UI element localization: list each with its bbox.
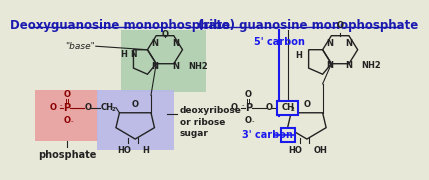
Text: O: O (337, 21, 344, 30)
Text: NH2: NH2 (361, 61, 381, 70)
Text: O: O (161, 30, 169, 39)
Text: O: O (245, 116, 252, 125)
Text: O: O (63, 90, 70, 99)
Bar (281, 128, 295, 142)
Text: N: N (172, 39, 179, 48)
Text: O: O (266, 103, 273, 112)
Text: O: O (132, 100, 139, 109)
Bar (121, 30, 206, 92)
Bar (97, 90, 174, 150)
Text: O: O (85, 103, 91, 112)
Text: CH: CH (281, 103, 294, 112)
Text: 3' carbon: 3' carbon (242, 130, 293, 140)
Text: H: H (121, 50, 127, 59)
Text: (ribo) guanosine monophosphate: (ribo) guanosine monophosphate (199, 19, 419, 32)
Text: O: O (63, 116, 70, 125)
Text: CH: CH (100, 103, 113, 112)
Text: N: N (326, 61, 333, 70)
Text: P: P (245, 103, 252, 112)
Text: O: O (49, 103, 56, 112)
Text: N: N (326, 39, 333, 48)
Text: N: N (151, 39, 158, 48)
Text: N: N (345, 39, 352, 48)
Text: HO: HO (117, 146, 131, 155)
Text: O: O (245, 90, 252, 99)
Text: N: N (130, 50, 137, 59)
Text: phosphate: phosphate (38, 150, 96, 159)
Text: O: O (303, 100, 310, 109)
Text: -: - (60, 102, 62, 108)
Text: O: O (231, 103, 238, 112)
Text: OH: OH (314, 146, 328, 155)
Text: -: - (241, 102, 244, 108)
Text: 5' carbon: 5' carbon (254, 37, 305, 48)
Text: deoxyribose
or ribose
sugar: deoxyribose or ribose sugar (180, 106, 242, 138)
Text: N: N (345, 61, 352, 70)
Text: P: P (63, 103, 70, 112)
Text: 2: 2 (112, 107, 115, 112)
Text: 2: 2 (291, 107, 295, 112)
Text: HO: HO (289, 146, 302, 155)
Text: N: N (151, 62, 158, 71)
Text: -: - (70, 118, 73, 124)
Bar (35, 90, 98, 141)
Text: "base": "base" (65, 42, 95, 51)
Text: NH2: NH2 (189, 62, 208, 71)
Text: -: - (252, 118, 254, 124)
Text: H: H (296, 51, 302, 60)
Text: N: N (172, 62, 179, 71)
Bar (277, 100, 298, 114)
Text: Deoxyguanosine monophosphate: Deoxyguanosine monophosphate (10, 19, 230, 32)
Text: H: H (142, 146, 149, 155)
